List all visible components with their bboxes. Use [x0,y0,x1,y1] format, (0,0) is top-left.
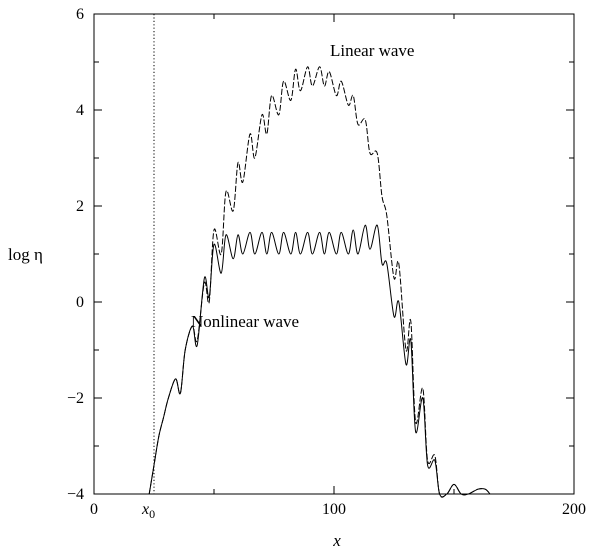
y-tick-label: 2 [76,198,84,215]
y-tick-label: 0 [76,294,84,311]
y-tick-label: 6 [76,6,84,23]
tick-labels: 0 100 200 −4 −2 0 2 4 6 [67,6,586,518]
y-axis-label: log η [8,245,43,264]
series-line-nonlinear [148,224,491,498]
x0-marker: x0 [141,14,155,521]
x-tick-label: 0 [90,501,98,518]
x0-tick-label: x0 [141,501,155,521]
y-tick-label: −4 [67,486,84,503]
x-axis-label: x [332,531,341,550]
tick-marks [93,13,575,495]
y-tick-label: 4 [76,102,84,119]
y-tick-label: −2 [67,390,84,407]
annotation-linear-wave: Linear wave [330,41,414,60]
plot-frame [93,13,575,495]
x-tick-label: 200 [562,501,586,518]
series-lines [148,66,491,498]
annotation-nonlinear-wave: Nonlinear wave [191,312,299,331]
x-tick-label: 100 [322,501,346,518]
series-line-linear [148,66,491,498]
